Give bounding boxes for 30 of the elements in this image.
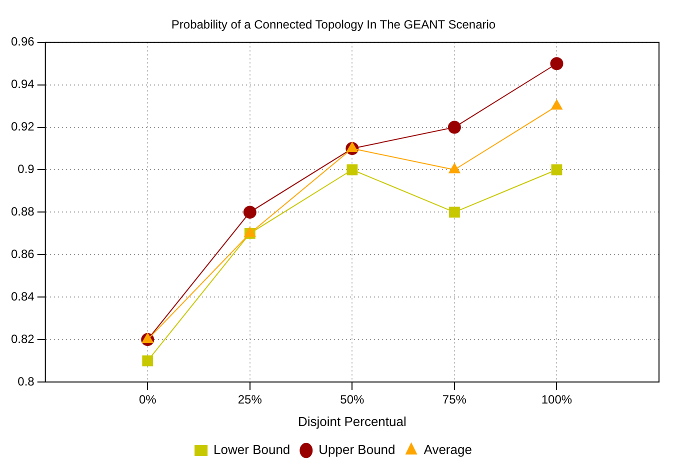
point: [551, 100, 562, 110]
y-tick-label: 0.86: [10, 246, 35, 261]
point: [550, 57, 564, 70]
x-tick-label: 75%: [442, 392, 467, 407]
point: [243, 206, 256, 219]
y-tick-label: 0.9: [18, 162, 35, 176]
chart-title: Probability of a Connected Topology In The GEANT Scenario: [171, 18, 496, 32]
legend-label: Upper Bound: [318, 442, 396, 458]
y-tick-label: 0.96: [10, 34, 35, 49]
point: [142, 355, 154, 366]
x-tick-label: 100%: [541, 392, 572, 407]
y-tick-label: 0.88: [10, 204, 35, 219]
point: [346, 142, 358, 152]
x-tick-label: 50%: [340, 392, 365, 407]
x-axis-title: Disjoint Percentual: [298, 414, 406, 429]
y-tick-label: 0.94: [10, 77, 35, 92]
y-tick-label: 0.92: [10, 120, 35, 134]
x-tick-label: 25%: [238, 392, 262, 407]
y-tick-label: 0.8: [18, 374, 35, 388]
point: [448, 120, 461, 134]
legend-label: Lower Bound: [214, 442, 290, 458]
y-tick-label: 0.82: [10, 332, 35, 346]
point: [448, 163, 460, 174]
point: [449, 206, 460, 218]
legend-label: Average: [424, 442, 472, 458]
y-tick-label: 0.84: [10, 289, 35, 304]
point: [142, 333, 154, 344]
x-tick-label: 0%: [138, 392, 157, 407]
point: [346, 164, 358, 176]
point: [551, 164, 562, 176]
